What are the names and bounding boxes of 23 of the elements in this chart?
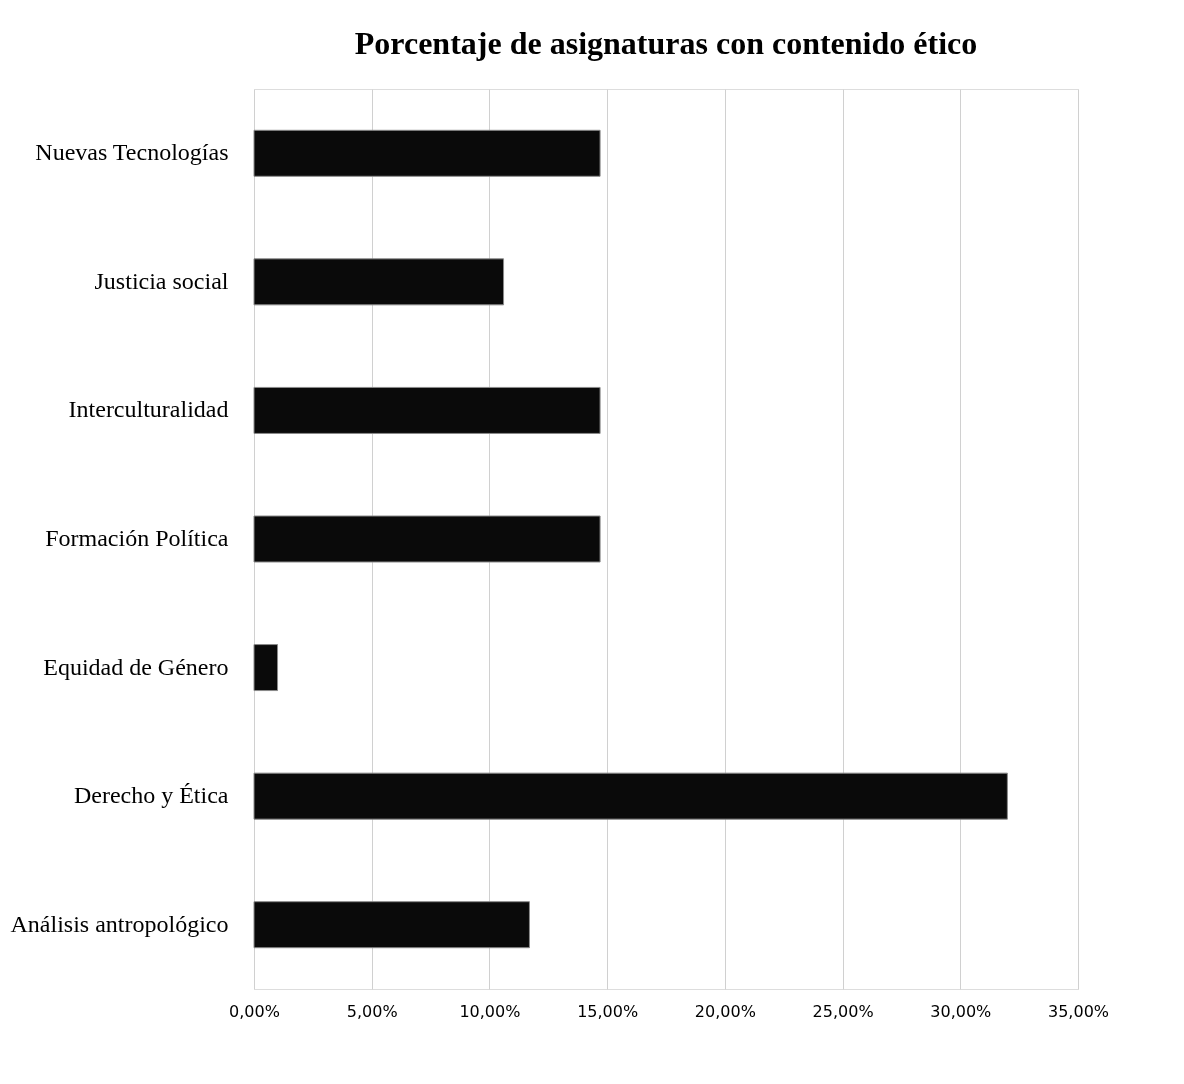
y-tick-label: Nuevas Tecnologías <box>35 139 229 166</box>
y-tick-label: Análisis antropológico <box>10 910 229 937</box>
x-tick-label: 10,00% <box>459 1001 521 1021</box>
x-tick-label: 15,00% <box>577 1001 639 1021</box>
bar <box>253 901 530 949</box>
bar <box>253 129 601 177</box>
x-tick-label: 25,00% <box>812 1001 874 1021</box>
x-tick-label: 20,00% <box>694 1001 756 1021</box>
y-tick-label: Equidad de Género <box>43 653 229 680</box>
y-tick-label: Derecho y Ética <box>73 782 229 809</box>
x-tick-label: 35,00% <box>1047 1001 1110 1021</box>
bar <box>253 772 1008 820</box>
x-tick-label: 0,00% <box>229 1001 280 1021</box>
x-tick-label: 5,00% <box>346 1001 398 1021</box>
bar <box>253 644 279 692</box>
bar <box>253 515 601 563</box>
y-tick-label: Formación Política <box>45 525 229 551</box>
bar <box>253 386 601 434</box>
chart-title: Porcentaje de asignaturas con contenido ético <box>354 25 978 61</box>
y-tick-label: Justicia social <box>94 267 229 294</box>
x-tick-label: 30,00% <box>930 1001 992 1021</box>
bar <box>253 258 505 306</box>
y-tick-label: Interculturalidad <box>68 396 229 423</box>
